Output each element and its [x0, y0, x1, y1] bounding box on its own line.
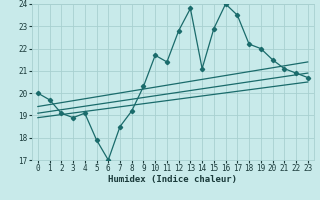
X-axis label: Humidex (Indice chaleur): Humidex (Indice chaleur) [108, 175, 237, 184]
